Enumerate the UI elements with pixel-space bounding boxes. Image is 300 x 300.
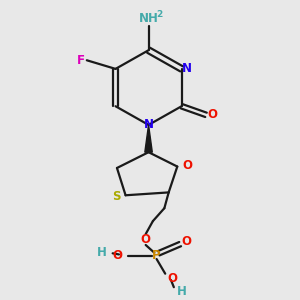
Text: NH: NH (139, 12, 158, 25)
Text: N: N (144, 118, 154, 131)
Text: O: O (182, 159, 193, 172)
Text: O: O (167, 272, 177, 285)
Text: N: N (182, 62, 192, 75)
Polygon shape (145, 125, 152, 152)
Text: F: F (77, 54, 85, 67)
Text: S: S (112, 190, 120, 203)
Text: O: O (113, 249, 123, 262)
Text: P: P (152, 249, 160, 262)
Text: 2: 2 (156, 10, 163, 19)
Text: H: H (97, 246, 106, 259)
Text: O: O (141, 233, 151, 246)
Text: O: O (181, 235, 191, 248)
Text: O: O (207, 108, 217, 121)
Text: H: H (177, 285, 187, 298)
